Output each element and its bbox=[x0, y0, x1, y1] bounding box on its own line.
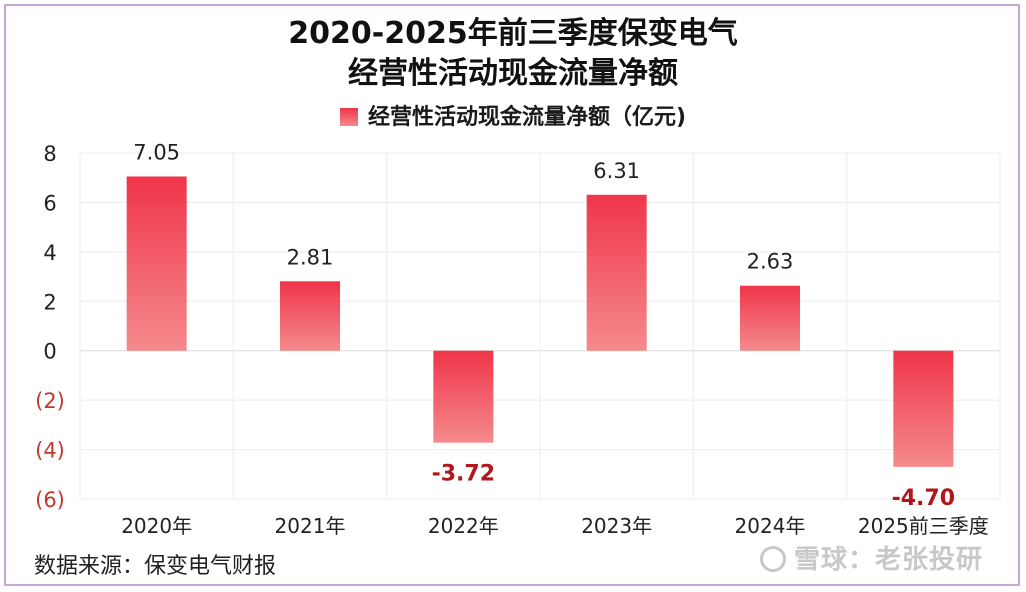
x-tick-label: 2020年 bbox=[121, 514, 192, 538]
bar bbox=[126, 176, 187, 351]
bar bbox=[740, 285, 800, 351]
data-label: -3.72 bbox=[432, 462, 495, 487]
data-label: -4.70 bbox=[892, 486, 955, 511]
legend-label: 经营性活动现金流量净额（亿元) bbox=[367, 105, 687, 130]
chart-frame bbox=[4, 4, 1020, 586]
data-label: 7.05 bbox=[133, 140, 180, 164]
watermark: 雪球：老张投研 bbox=[760, 544, 983, 576]
y-tick-label: 8 bbox=[43, 142, 56, 166]
bar bbox=[893, 350, 954, 467]
y-tick-label: (6) bbox=[35, 488, 65, 512]
x-tick-label: 2024年 bbox=[735, 514, 806, 538]
bar bbox=[586, 194, 647, 351]
chart-title: 2020-2025年前三季度保变电气 bbox=[288, 16, 738, 51]
y-tick-label: (2) bbox=[35, 389, 65, 413]
data-label: 2.81 bbox=[287, 245, 334, 269]
bar bbox=[433, 350, 494, 443]
bar bbox=[280, 281, 340, 351]
chart-subtitle: 经营性活动现金流量净额 bbox=[348, 56, 678, 91]
y-tick-label: (4) bbox=[35, 439, 65, 463]
x-tick-label: 2025前三季度 bbox=[858, 514, 989, 538]
watermark-text: 雪球：老张投研 bbox=[794, 545, 984, 575]
data-label: 6.31 bbox=[593, 159, 640, 183]
x-tick-label: 2021年 bbox=[275, 514, 346, 538]
legend-swatch bbox=[339, 108, 358, 126]
y-tick-label: 6 bbox=[43, 191, 56, 215]
y-tick-label: 4 bbox=[43, 241, 56, 265]
y-tick-label: 2 bbox=[43, 290, 56, 314]
snowball-logo-icon bbox=[760, 546, 786, 572]
x-tick-label: 2023年 bbox=[581, 514, 652, 538]
chart-legend: 经营性活动现金流量净额（亿元) bbox=[0, 104, 1026, 132]
x-tick-label: 2022年 bbox=[428, 514, 499, 538]
y-tick-label: 0 bbox=[43, 340, 56, 364]
data-source-note: 数据来源：保变电气财报 bbox=[34, 554, 277, 579]
data-label: 2.63 bbox=[747, 250, 794, 274]
